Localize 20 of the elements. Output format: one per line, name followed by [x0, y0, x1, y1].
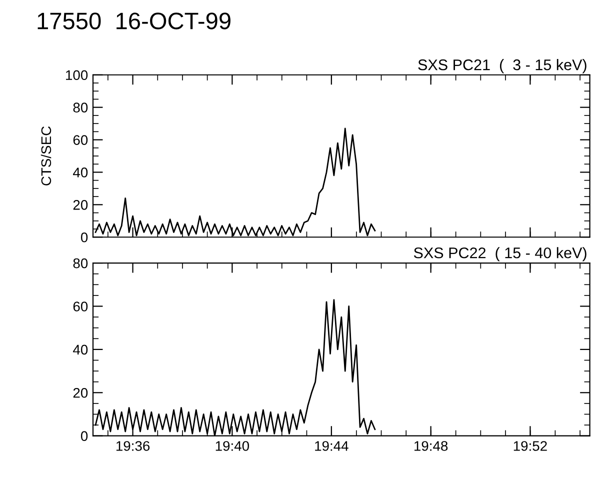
x-tick-label: 19:40	[216, 441, 250, 451]
y-tick-label: 100	[66, 70, 88, 80]
chart-title: 17550 16-OCT-99	[38, 12, 230, 30]
y-tick-label: 80	[73, 102, 88, 112]
y-tick-label: 60	[73, 302, 88, 312]
y-tick-label: 80	[73, 258, 88, 268]
x-tick-label: 19:44	[315, 441, 348, 451]
chart-subtitle: SXS PC22 ( 15 - 40 keV)	[414, 247, 586, 262]
x-tick-label: 19:48	[414, 441, 448, 451]
y-tick-label: 40	[73, 344, 88, 355]
y-axis-title: CTS/SEC	[40, 126, 52, 186]
y-tick-label: 40	[73, 168, 88, 178]
x-tick-label: 19:52	[514, 441, 547, 451]
y-tick-label: 0	[80, 431, 88, 442]
y-tick-label: 20	[73, 200, 88, 210]
chart-subtitle: SXS PC21 ( 3 - 15 keV)	[418, 59, 586, 74]
y-tick-label: 20	[73, 388, 88, 398]
y-tick-label: 0	[80, 232, 88, 242]
x-tick-label: 19:36	[116, 441, 150, 451]
y-tick-label: 60	[73, 135, 88, 145]
